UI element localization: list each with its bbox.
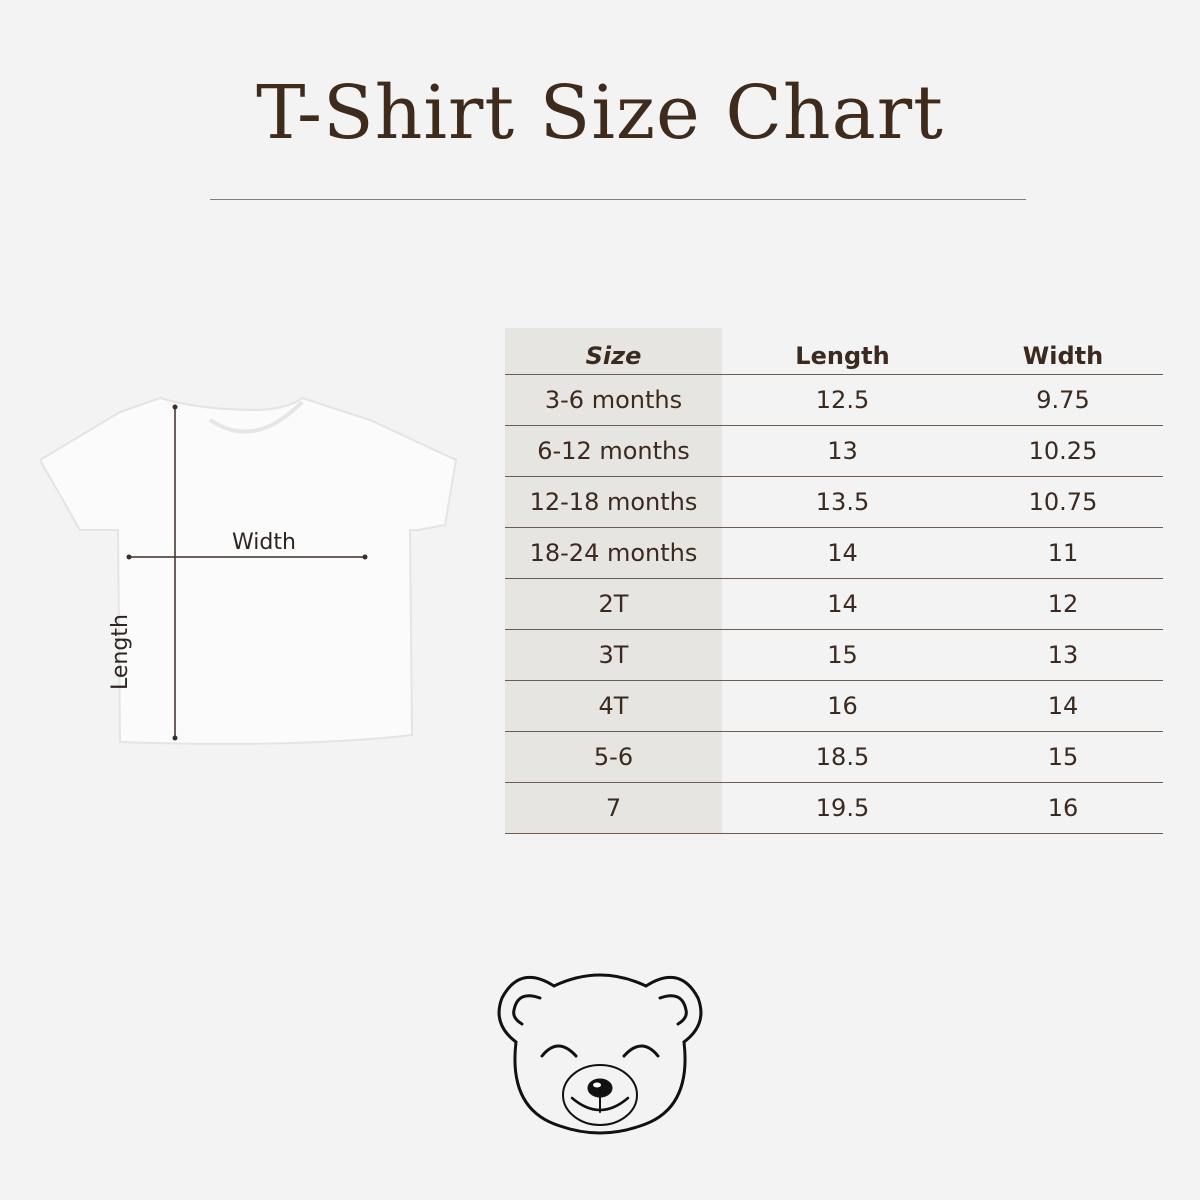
width-cell: 16: [1047, 794, 1079, 822]
size-table: Size Length Width 3-6 months 12.5 9.75 6-1…: [505, 328, 1163, 834]
width-cell: 9.75: [1036, 386, 1090, 414]
table-row: 3-6 months 12.5 9.75: [505, 374, 1163, 426]
page-title: T-Shirt Size Chart: [256, 70, 944, 156]
width-cell: 15: [1047, 743, 1079, 771]
length-cell: 12.5: [815, 386, 870, 414]
table-row: 6-12 months 13 10.25: [505, 425, 1163, 477]
size-cell: 2T: [505, 578, 722, 630]
length-cell: 18.5: [815, 743, 870, 771]
width-cell: 10.75: [1028, 488, 1098, 516]
header-size: Size: [505, 328, 722, 375]
width-label: Width: [232, 530, 296, 555]
length-cell: 15: [827, 641, 858, 669]
length-cell: 13.5: [815, 488, 870, 516]
table-header-row: Size Length Width: [505, 328, 1163, 375]
tshirt-image: [38, 396, 458, 745]
header-length: Length: [795, 342, 890, 370]
width-cell: 11: [1047, 539, 1079, 567]
table-row: 18-24 months 14 11: [505, 527, 1163, 579]
length-cell: 19.5: [815, 794, 870, 822]
size-cell: 7: [505, 782, 722, 834]
size-cell: 18-24 months: [505, 527, 722, 579]
table-row: 4T 16 14: [505, 680, 1163, 732]
size-cell: 4T: [505, 680, 722, 732]
width-cell: 10.25: [1028, 437, 1098, 465]
table-row: 5-6 18.5 15: [505, 731, 1163, 783]
length-cell: 16: [827, 692, 858, 720]
bear-face-icon: [497, 973, 703, 1135]
size-cell: 3-6 months: [505, 374, 722, 426]
length-cell: 13: [827, 437, 858, 465]
table-row: 12-18 months 13.5 10.75: [505, 476, 1163, 528]
title-divider: [210, 199, 1026, 200]
table-row: 2T 14 12: [505, 578, 1163, 630]
length-cell: 14: [827, 539, 858, 567]
length-cell: 14: [827, 590, 858, 618]
size-cell: 6-12 months: [505, 425, 722, 477]
bear-logo: [480, 960, 720, 1180]
table-row: 7 19.5 16: [505, 782, 1163, 834]
tshirt-diagram: Width Length: [38, 380, 480, 760]
length-label: Length: [108, 614, 133, 690]
table-row: 3T 15 13: [505, 629, 1163, 681]
width-cell: 12: [1047, 590, 1079, 618]
width-cell: 13: [1047, 641, 1079, 669]
size-cell: 12-18 months: [505, 476, 722, 528]
header-width: Width: [1022, 342, 1104, 370]
size-cell: 3T: [505, 629, 722, 681]
size-cell: 5-6: [505, 731, 722, 783]
width-cell: 14: [1047, 692, 1079, 720]
